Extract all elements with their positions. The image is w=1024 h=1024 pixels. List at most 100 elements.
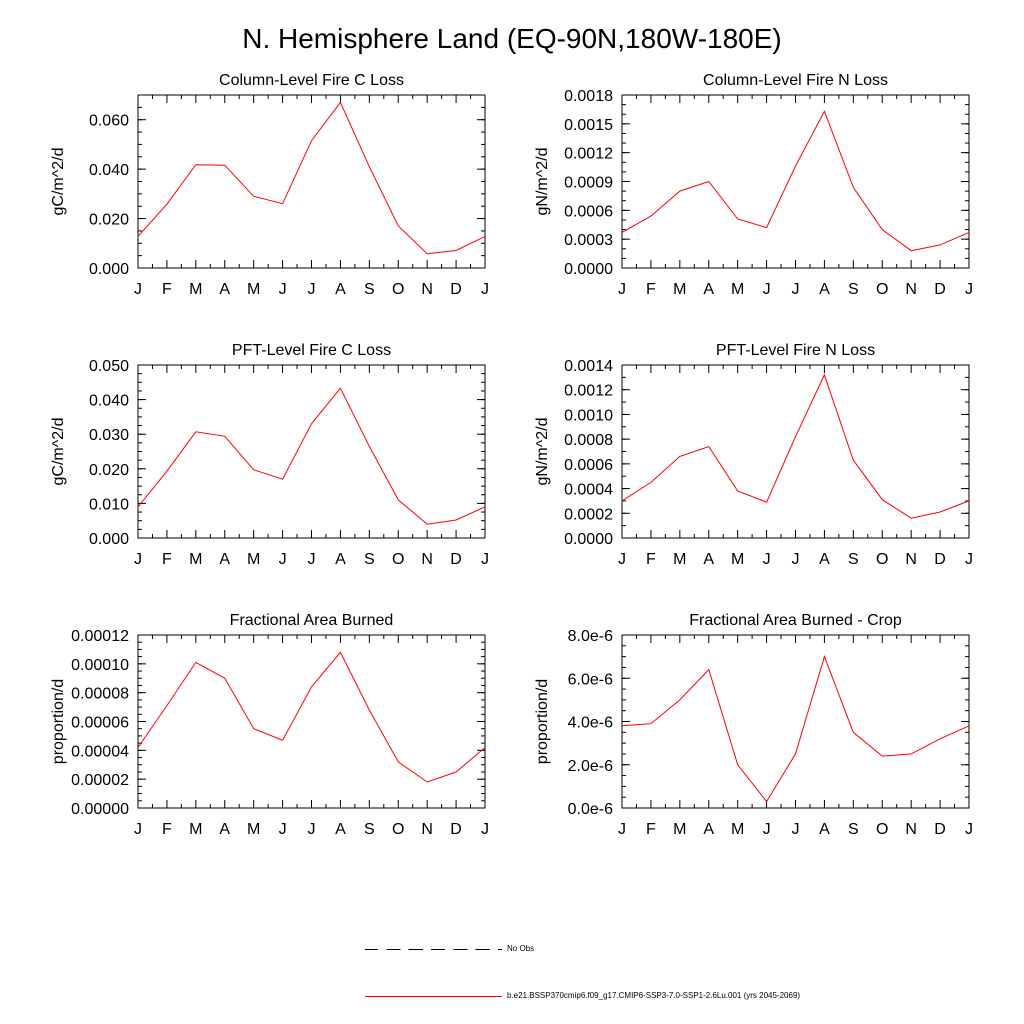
x-tick-label: S: [364, 821, 375, 838]
series-line: [621, 110, 970, 252]
y-tick-label: 4.0e-6: [568, 715, 613, 732]
legend-model-line: [365, 996, 502, 997]
x-tick-label: N: [421, 821, 433, 838]
x-tick-label: A: [703, 821, 714, 838]
x-tick-label: M: [731, 281, 744, 298]
y-axis-label: gN/m^2/d: [534, 418, 551, 486]
chart-panel-6: J F M A M J J A S O N D J0.0e-62.0e-64.0e-66.0e-68.0…: [534, 612, 973, 838]
x-tick-label: J: [763, 551, 771, 568]
y-tick-label: 0.0008: [564, 432, 613, 449]
x-tick-label: O: [392, 281, 404, 298]
x-tick-label: J: [308, 281, 316, 298]
y-tick-label: 0.00004: [71, 743, 129, 760]
y-axis-label: proportion/d: [50, 679, 67, 764]
x-tick-label: M: [247, 821, 260, 838]
y-tick-label: 0.00008: [71, 686, 129, 703]
plot-frame: [621, 364, 970, 539]
y-tick-label: 6.0e-6: [568, 671, 613, 688]
x-tick-label: J: [308, 821, 316, 838]
x-tick-label: A: [335, 281, 346, 298]
x-tick-label: O: [392, 551, 404, 568]
plot-frame: [621, 94, 970, 269]
x-tick-label: O: [876, 821, 888, 838]
y-tick-label: 0.0006: [564, 203, 613, 220]
chart-title: Fractional Area Burned - Crop: [689, 612, 902, 629]
y-tick-label: 0.0006: [564, 457, 613, 474]
x-tick-label: A: [819, 551, 830, 568]
y-tick-label: 0.0009: [564, 175, 613, 192]
x-tick-label: J: [481, 281, 489, 298]
y-tick-label: 0.00012: [71, 628, 129, 645]
x-tick-label: O: [392, 821, 404, 838]
y-tick-label: 0.000: [89, 531, 129, 548]
chart-panel-5: J F M A M J J A S O N D J0.000000.000020.000040.0000…: [50, 612, 489, 838]
x-tick-label: M: [247, 281, 260, 298]
y-tick-label: 0.00006: [71, 715, 129, 732]
plot-frame: [137, 364, 486, 539]
series-line: [137, 651, 486, 783]
x-tick-label: F: [646, 821, 656, 838]
plot-frame: [137, 94, 486, 269]
y-tick-label: 0.0015: [564, 117, 613, 134]
x-tick-label: J: [618, 281, 626, 298]
y-axis-label: gC/m^2/d: [50, 418, 67, 486]
x-tick-label: N: [421, 551, 433, 568]
x-tick-label: D: [934, 281, 946, 298]
x-tick-label: N: [905, 551, 917, 568]
x-tick-label: M: [189, 551, 202, 568]
chart-title: Fractional Area Burned: [230, 612, 394, 629]
x-tick-label: D: [934, 821, 946, 838]
x-tick-label: O: [876, 281, 888, 298]
x-tick-label: D: [450, 551, 462, 568]
y-tick-label: 0.030: [89, 427, 129, 444]
y-tick-label: 0.00002: [71, 772, 129, 789]
x-tick-label: F: [646, 281, 656, 298]
x-tick-label: J: [792, 551, 800, 568]
x-tick-label: J: [279, 281, 287, 298]
x-tick-label: J: [279, 821, 287, 838]
x-tick-label: A: [219, 281, 230, 298]
x-tick-label: J: [763, 281, 771, 298]
x-tick-label: M: [731, 551, 744, 568]
series-line: [137, 387, 486, 525]
x-tick-label: S: [848, 551, 859, 568]
x-tick-label: A: [335, 821, 346, 838]
y-tick-label: 0.020: [89, 462, 129, 479]
legend-model-label: b.e21.BSSP370cmip6.f09_g17.CMIP6-SSP3-7.…: [507, 991, 801, 1000]
x-tick-label: J: [618, 821, 626, 838]
x-tick-label: A: [819, 821, 830, 838]
x-tick-label: J: [792, 281, 800, 298]
y-tick-label: 0.0010: [564, 407, 613, 424]
y-tick-label: 0.0012: [564, 146, 613, 163]
x-tick-label: F: [162, 551, 172, 568]
y-tick-label: 0.0003: [564, 232, 613, 249]
x-tick-label: J: [134, 551, 142, 568]
x-tick-label: D: [450, 281, 462, 298]
x-tick-label: J: [308, 551, 316, 568]
x-tick-label: A: [335, 551, 346, 568]
y-tick-label: 0.0014: [564, 358, 613, 375]
y-tick-label: 0.010: [89, 496, 129, 513]
x-tick-label: J: [965, 281, 973, 298]
x-tick-label: F: [646, 551, 656, 568]
x-tick-label: J: [134, 821, 142, 838]
x-tick-label: J: [279, 551, 287, 568]
x-tick-label: A: [219, 821, 230, 838]
x-tick-label: J: [134, 281, 142, 298]
y-tick-label: 0.050: [89, 358, 129, 375]
y-tick-label: 0.00000: [71, 801, 129, 818]
x-tick-label: M: [673, 281, 686, 298]
x-tick-label: F: [162, 821, 172, 838]
x-tick-label: S: [364, 551, 375, 568]
x-tick-label: J: [792, 821, 800, 838]
series-line: [137, 101, 486, 255]
y-tick-label: 0.0018: [564, 88, 613, 105]
x-tick-label: J: [763, 821, 771, 838]
x-tick-label: A: [819, 281, 830, 298]
y-tick-label: 0.0000: [564, 531, 613, 548]
y-tick-label: 0.00010: [71, 657, 129, 674]
x-tick-label: M: [673, 821, 686, 838]
legend-obs-label: No Obs: [507, 944, 535, 953]
series-line: [621, 373, 970, 519]
x-tick-label: J: [965, 551, 973, 568]
